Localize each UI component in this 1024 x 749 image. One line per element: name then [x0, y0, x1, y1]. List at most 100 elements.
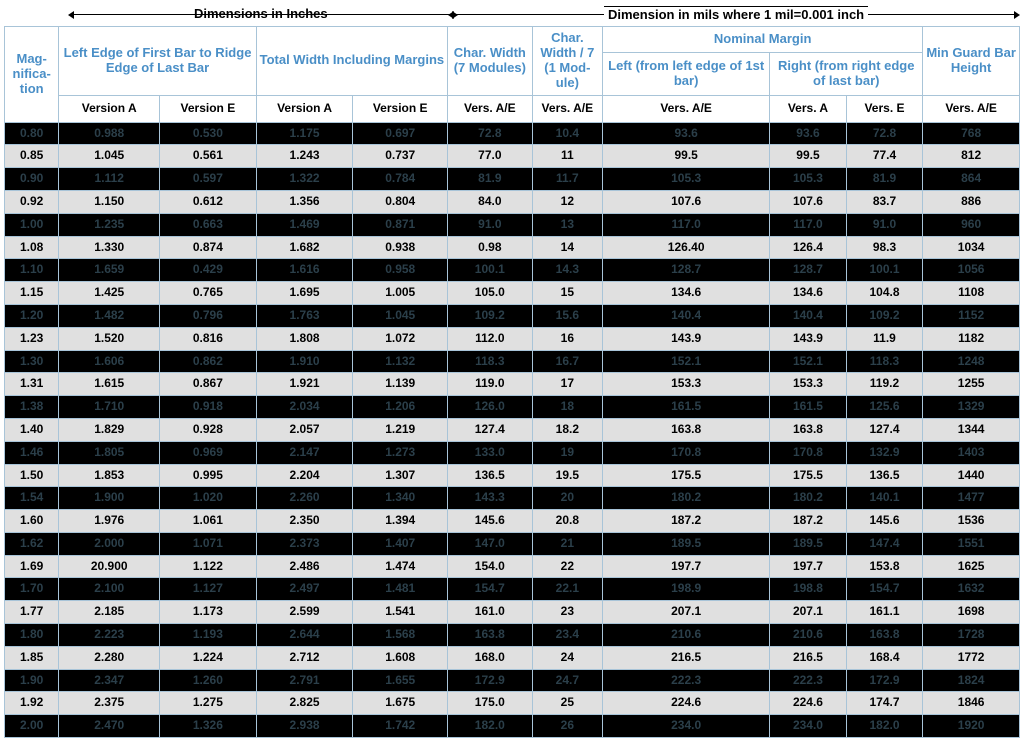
table-row: 1.922.3751.2752.8251.675175.025224.6224.…: [5, 692, 1020, 715]
table-row: 1.201.4820.7961.7631.045109.215.6140.414…: [5, 304, 1020, 327]
table-cell: 2.470: [59, 715, 160, 738]
table-cell: 140.4: [770, 304, 847, 327]
table-cell: 0.988: [59, 122, 160, 145]
table-cell: 1.481: [353, 578, 448, 601]
table-cell: 2.185: [59, 601, 160, 624]
table-cell: 1.122: [160, 555, 257, 578]
table-cell: 1.132: [353, 350, 448, 373]
table-cell: 182.0: [846, 715, 923, 738]
table-cell: 0.816: [160, 327, 257, 350]
table-cell: 1.50: [5, 464, 59, 487]
table-cell: 126.4: [770, 236, 847, 259]
table-cell: 210.6: [603, 624, 770, 647]
table-cell: 1.10: [5, 259, 59, 282]
table-cell: 14: [532, 236, 602, 259]
table-cell: 182.0: [448, 715, 533, 738]
header-total-width: Total Width Including Margins: [256, 27, 447, 96]
table-cell: 10.4: [532, 122, 602, 145]
header-char-width-7: Char. Width (7 Modules): [448, 27, 533, 96]
table-row: 1.902.3471.2602.7911.655172.924.7222.322…: [5, 669, 1020, 692]
table-cell: 1.139: [353, 373, 448, 396]
table-cell: 1.85: [5, 646, 59, 669]
table-cell: 93.6: [603, 122, 770, 145]
table-cell: 1.976: [59, 510, 160, 533]
table-cell: 2.825: [256, 692, 353, 715]
table-cell: 23.4: [532, 624, 602, 647]
table-cell: 1.568: [353, 624, 448, 647]
table-cell: 1.710: [59, 396, 160, 419]
table-cell: 2.350: [256, 510, 353, 533]
table-cell: 1772: [923, 646, 1020, 669]
table-cell: 1.682: [256, 236, 353, 259]
table-cell: 153.3: [770, 373, 847, 396]
table-cell: 2.204: [256, 464, 353, 487]
table-cell: 1477: [923, 487, 1020, 510]
table-cell: 1.615: [59, 373, 160, 396]
table-cell: 170.8: [770, 441, 847, 464]
table-cell: 1.322: [256, 168, 353, 191]
table-cell: 2.375: [59, 692, 160, 715]
table-cell: 1.20: [5, 304, 59, 327]
table-cell: 1.307: [353, 464, 448, 487]
table-cell: 180.2: [603, 487, 770, 510]
table-cell: 105.3: [770, 168, 847, 191]
table-row: 1.541.9001.0202.2601.340143.320180.2180.…: [5, 487, 1020, 510]
table-cell: 1920: [923, 715, 1020, 738]
header-char-width-div7: Char. Width / 7 (1 Mod-ule): [532, 27, 602, 96]
header-magnification: Mag-nifica-tion: [5, 27, 59, 123]
table-cell: 107.6: [770, 190, 847, 213]
table-row: 1.151.4250.7651.6951.005105.015134.6134.…: [5, 282, 1020, 305]
table-cell: 170.8: [603, 441, 770, 464]
table-cell: 0.85: [5, 145, 59, 168]
table-cell: 1824: [923, 669, 1020, 692]
table-cell: 154.0: [448, 555, 533, 578]
dimensions-table: Mag-nifica-tion Left Edge of First Bar t…: [4, 26, 1020, 738]
table-row: 1.6920.9001.1222.4861.474154.022197.7197…: [5, 555, 1020, 578]
table-cell: 2.497: [256, 578, 353, 601]
table-cell: 1440: [923, 464, 1020, 487]
table-cell: 1536: [923, 510, 1020, 533]
table-cell: 134.6: [603, 282, 770, 305]
sub-version-a-1: Version A: [59, 95, 160, 122]
table-cell: 1698: [923, 601, 1020, 624]
table-cell: 1.46: [5, 441, 59, 464]
table-cell: 117.0: [603, 213, 770, 236]
table-cell: 2.712: [256, 646, 353, 669]
table-cell: 20.8: [532, 510, 602, 533]
table-row: 0.901.1120.5971.3220.78481.911.7105.3105…: [5, 168, 1020, 191]
table-cell: 1.742: [353, 715, 448, 738]
table-cell: 2.223: [59, 624, 160, 647]
table-cell: 1.70: [5, 578, 59, 601]
table-row: 1.381.7100.9182.0341.206126.018161.5161.…: [5, 396, 1020, 419]
table-cell: 11.7: [532, 168, 602, 191]
table-cell: 197.7: [603, 555, 770, 578]
table-cell: 109.2: [448, 304, 533, 327]
table-cell: 1.900: [59, 487, 160, 510]
table-cell: 1.394: [353, 510, 448, 533]
table-cell: 207.1: [770, 601, 847, 624]
table-cell: 1.071: [160, 532, 257, 555]
table-cell: 1.659: [59, 259, 160, 282]
sub-version-e-1: Version E: [160, 95, 257, 122]
table-cell: 11: [532, 145, 602, 168]
table-cell: 0.429: [160, 259, 257, 282]
table-cell: 1255: [923, 373, 1020, 396]
table-cell: 0.784: [353, 168, 448, 191]
table-cell: 0.98: [448, 236, 533, 259]
table-cell: 126.0: [448, 396, 533, 419]
table-cell: 172.9: [448, 669, 533, 692]
table-cell: 1.655: [353, 669, 448, 692]
table-cell: 1.54: [5, 487, 59, 510]
table-cell: 18: [532, 396, 602, 419]
table-cell: 143.9: [770, 327, 847, 350]
table-cell: 91.0: [448, 213, 533, 236]
table-cell: 153.3: [603, 373, 770, 396]
table-cell: 98.3: [846, 236, 923, 259]
table-cell: 1152: [923, 304, 1020, 327]
table-row: 1.601.9761.0612.3501.394145.620.8187.218…: [5, 510, 1020, 533]
table-cell: 1551: [923, 532, 1020, 555]
unit-labels: Dimensions in Inches Dimension in mils w…: [4, 6, 1020, 26]
table-cell: 93.6: [770, 122, 847, 145]
table-cell: 1.061: [160, 510, 257, 533]
table-cell: 1.235: [59, 213, 160, 236]
